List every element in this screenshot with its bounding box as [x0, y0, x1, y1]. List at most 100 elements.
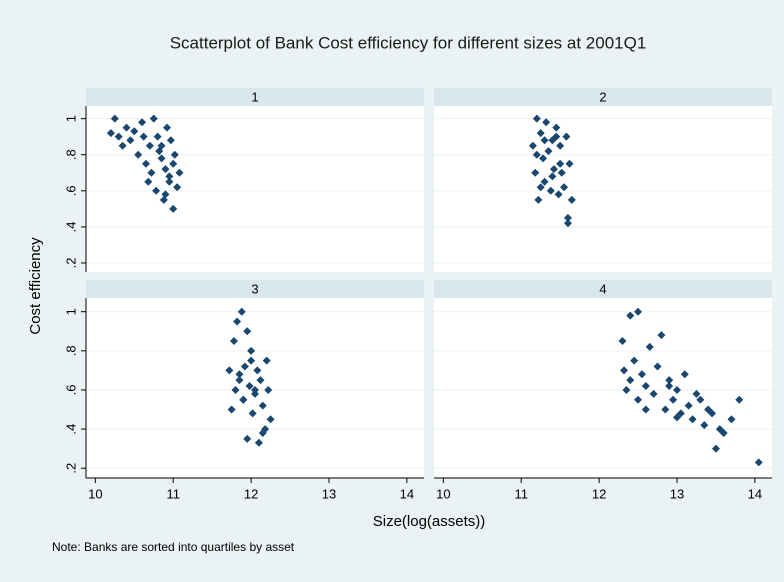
point — [626, 376, 635, 385]
y-axis-label: Cost efficiency — [27, 237, 44, 335]
point — [145, 141, 154, 150]
point — [665, 382, 674, 391]
point — [556, 141, 565, 150]
point — [139, 132, 148, 141]
point — [231, 385, 240, 394]
point — [161, 190, 170, 199]
y-tick-label: 1 — [63, 308, 78, 315]
point — [248, 409, 257, 418]
point — [700, 421, 709, 430]
point — [240, 362, 249, 371]
point — [637, 370, 646, 379]
point — [237, 307, 246, 316]
point — [233, 317, 242, 326]
point — [106, 129, 115, 138]
point — [735, 395, 744, 404]
point — [645, 342, 654, 351]
x-tick-label: 12 — [592, 486, 606, 501]
point — [618, 337, 627, 346]
point — [134, 150, 143, 159]
point — [626, 311, 635, 320]
point — [243, 434, 252, 443]
y-tick-label: .6 — [63, 185, 78, 196]
point — [630, 356, 639, 365]
point — [251, 385, 259, 394]
panel-title: 4 — [599, 281, 606, 296]
point — [149, 114, 158, 123]
x-tick-label: 10 — [436, 486, 450, 501]
note: Note: Banks are sorted into quartiles by… — [52, 540, 295, 554]
point — [641, 382, 650, 391]
point — [680, 370, 689, 379]
point — [622, 385, 631, 394]
point — [169, 159, 178, 168]
x-tick-label: 11 — [514, 486, 528, 501]
point — [552, 132, 561, 141]
point — [540, 177, 549, 186]
x-tick-label: 12 — [244, 486, 258, 501]
point — [531, 168, 540, 177]
point — [562, 132, 571, 141]
y-tick-label: 1 — [63, 115, 78, 122]
point — [169, 204, 178, 213]
point — [266, 415, 275, 424]
point — [227, 405, 236, 414]
point — [563, 213, 572, 222]
point — [153, 132, 162, 141]
panel-header — [434, 280, 772, 298]
point — [719, 429, 728, 437]
point — [557, 168, 566, 177]
point — [225, 366, 234, 375]
point — [536, 129, 545, 138]
chart-title: Scatterplot of Bank Cost efficiency for … — [170, 33, 647, 52]
y-tick-label: .6 — [63, 385, 78, 396]
point — [170, 150, 179, 159]
point — [162, 123, 171, 132]
point — [118, 141, 127, 150]
point — [126, 136, 135, 145]
point — [549, 165, 558, 174]
point — [565, 159, 574, 168]
point — [122, 123, 131, 132]
point — [552, 123, 561, 132]
point — [258, 401, 267, 410]
point — [110, 114, 119, 123]
y-tick-label: .4 — [63, 221, 78, 232]
point — [696, 395, 705, 404]
point — [754, 458, 763, 467]
y-tick-label: .2 — [63, 258, 78, 269]
point — [540, 136, 549, 145]
point — [665, 376, 674, 385]
point — [235, 370, 244, 379]
point — [634, 307, 643, 316]
x-tick-label: 10 — [88, 486, 102, 501]
x-tick-label: 14 — [748, 486, 762, 501]
point — [243, 327, 252, 336]
point — [567, 195, 576, 204]
panel-header — [86, 280, 424, 298]
point — [166, 136, 175, 145]
point — [669, 395, 678, 404]
point — [542, 118, 551, 127]
y-tick-label: .8 — [63, 149, 78, 160]
point — [634, 395, 643, 404]
point — [253, 366, 262, 375]
point — [165, 177, 174, 186]
x-tick-label: 14 — [400, 486, 414, 501]
plot-area — [434, 106, 772, 272]
panel-header — [86, 88, 424, 106]
plot-area — [434, 298, 772, 478]
point — [152, 186, 161, 195]
point — [657, 331, 666, 340]
point — [114, 132, 123, 141]
point — [727, 415, 736, 424]
plot-area — [86, 106, 424, 272]
panel-header — [434, 88, 772, 106]
y-tick-label: .4 — [63, 424, 78, 435]
y-tick-label: .2 — [63, 463, 78, 474]
point — [653, 362, 662, 371]
point — [560, 183, 569, 192]
point — [235, 376, 244, 385]
point — [556, 159, 565, 168]
y-tick-label: .8 — [63, 345, 78, 356]
